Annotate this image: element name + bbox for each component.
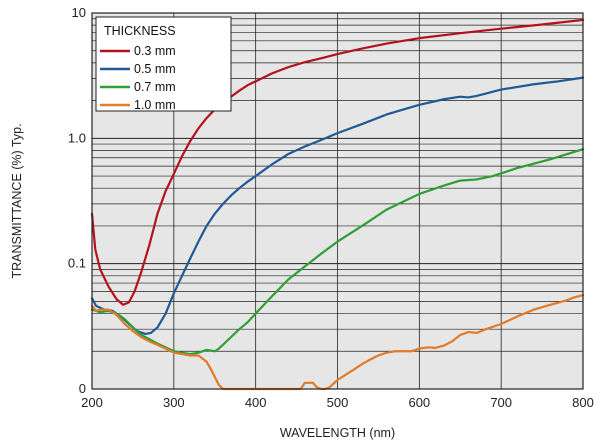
plot-frame: [91, 12, 584, 390]
y-tick-label: 0.1: [68, 256, 86, 271]
x-tick-labels: 200 300 400 500 600 700 800: [81, 395, 594, 410]
legend-label-1: 0.5 mm: [134, 62, 176, 76]
legend-label-3: 1.0 mm: [134, 98, 176, 112]
legend-label-2: 0.7 mm: [134, 80, 176, 94]
x-tick-label: 300: [163, 395, 185, 410]
legend-label-0: 0.3 mm: [134, 44, 176, 58]
y-tick-label: 0: [79, 381, 86, 396]
y-tick-label: 10: [72, 5, 86, 20]
legend-title: THICKNESS: [104, 24, 176, 38]
x-tick-label: 600: [408, 395, 430, 410]
series-line-2: [90, 148, 585, 356]
y-axis-label: TRANSMITTANCE (%) Typ.: [10, 123, 24, 278]
x-tick-label: 200: [81, 395, 103, 410]
x-tick-label: 400: [245, 395, 267, 410]
legend-box: [95, 16, 232, 112]
legend: THICKNESS 0.3 mm 0.5 mm 0.7 mm 1.0 mm: [95, 16, 232, 112]
grid-lines: [92, 13, 583, 389]
x-tick-label: 700: [490, 395, 512, 410]
y-tick-labels: 0 0.1 1.0 10: [68, 5, 86, 396]
y-tick-label: 1.0: [68, 130, 86, 145]
x-axis-label: WAVELENGTH (nm): [280, 426, 395, 440]
x-tick-label: 800: [572, 395, 594, 410]
x-tick-label: 500: [327, 395, 349, 410]
